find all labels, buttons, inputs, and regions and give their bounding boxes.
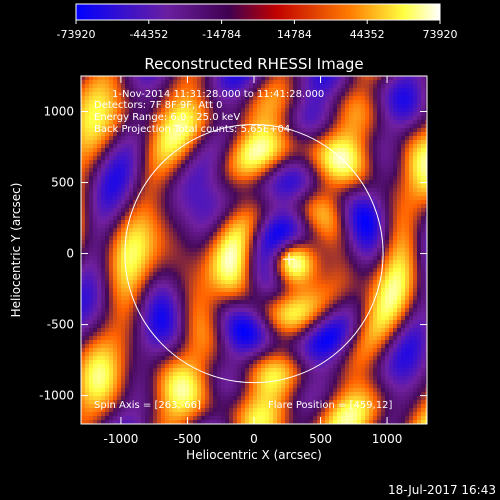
heatmap-image: [81, 76, 427, 424]
x-tick-label: -500: [174, 432, 201, 446]
x-tick-label: 1000: [372, 432, 403, 446]
x-tick-label: 500: [309, 432, 332, 446]
colorbar-tick-label: -44352: [129, 28, 168, 41]
colorbar-tick-label: 73920: [423, 28, 458, 41]
colorbar-tick-label: -14784: [202, 28, 241, 41]
flare-marker: [282, 253, 295, 266]
annotation-flare-position: Flare Position = [459,12]: [268, 400, 392, 411]
y-tick-label: 0: [66, 247, 74, 261]
chart-title: Reconstructed RHESSI Image: [144, 55, 363, 73]
annotation-method: Back Projection Total counts: 5.65E+04: [94, 124, 290, 135]
y-tick-label: -500: [47, 318, 74, 332]
y-axis: -1000 -500 0 500 1000: [39, 105, 427, 403]
x-axis: -1000 -500 0 500 1000: [103, 76, 402, 446]
annotation-spin-axis: Spin Axis = [263,-66]: [94, 400, 201, 411]
annotation-detectors: Detectors: 7F 8F 9F, Att 0: [94, 100, 222, 111]
x-tick-label: 0: [250, 432, 258, 446]
colorbar: [75, 3, 441, 21]
annotation-energy: Energy Range: 6.0 - 25.0 keV: [94, 112, 240, 123]
x-axis-label: Heliocentric X (arcsec): [186, 448, 322, 462]
x-tick-label: -1000: [103, 432, 138, 446]
colorbar-tick-label: -73920: [57, 28, 96, 41]
timestamp: 18-Jul-2017 16:43: [388, 483, 496, 497]
colorbar-ticks: -73920 -44352 -14784 14784 44352 73920: [57, 20, 458, 41]
y-tick-label: 1000: [43, 105, 74, 119]
colorbar-tick-label: 14784: [277, 28, 312, 41]
y-tick-label: -1000: [39, 389, 74, 403]
solar-limb-circle: [124, 123, 384, 384]
y-tick-label: 500: [51, 176, 74, 190]
colorbar-tick-label: 44352: [350, 28, 385, 41]
y-axis-label: Heliocentric Y (arcsec): [9, 183, 23, 318]
annotation-time-range: 1-Nov-2014 11:31:28.000 to 11:41:28.000: [112, 89, 324, 100]
